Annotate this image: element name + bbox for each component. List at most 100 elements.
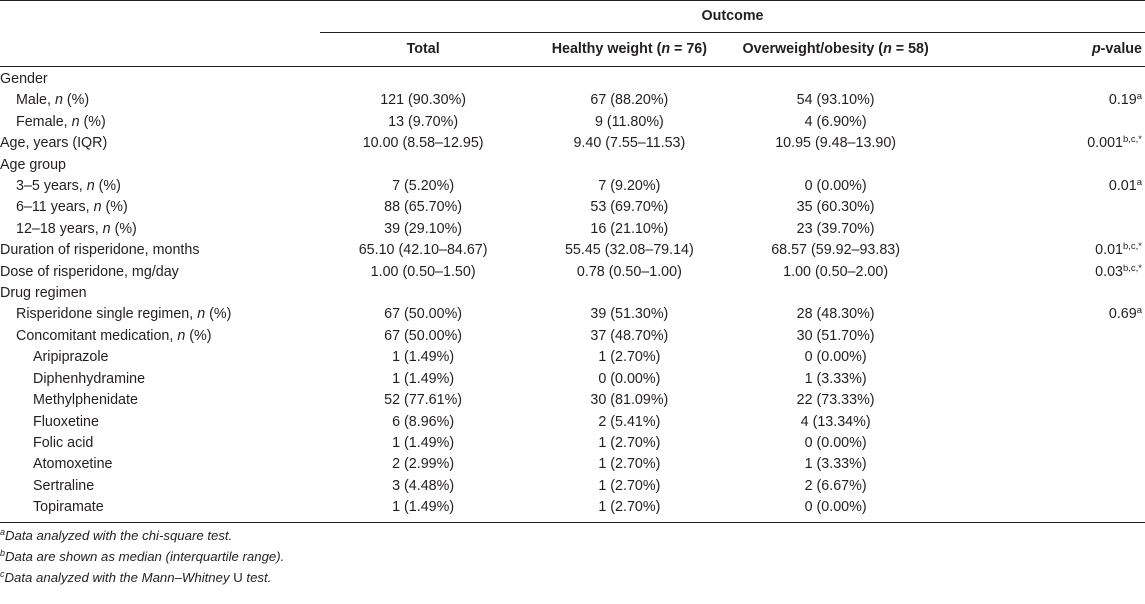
- row-label: Male, n (%): [16, 92, 90, 109]
- cell-overweight: 4 (13.34%): [800, 413, 871, 430]
- cell-total: 67 (50.00%): [384, 306, 463, 323]
- cell-overweight: [733, 67, 939, 91]
- cell-healthy: 1 (2.70%): [598, 434, 661, 451]
- row-label: 3–5 years, n (%): [16, 178, 121, 195]
- row-label: Concomitant medication, n (%): [16, 327, 212, 344]
- table-row: Sertraline 3 (4.48%) 1 (2.70%) 2 (6.67%): [0, 476, 1145, 497]
- header-healthy: Healthy weight (n = 76): [526, 32, 733, 67]
- cell-pvalue: 0.01a: [1108, 177, 1142, 195]
- footnotes: aData analyzed with the chi-square test.…: [0, 523, 1145, 588]
- row-label: Topiramate: [0, 497, 320, 524]
- row-label: Folic acid: [33, 434, 94, 451]
- cell-total: 1.00 (0.50–1.50): [370, 263, 476, 280]
- cell-overweight: 4 (6.90%): [804, 113, 867, 130]
- cell-healthy: [526, 283, 732, 304]
- cell-total: 121 (90.30%): [380, 92, 467, 109]
- cell-total: 10.00 (8.58–12.95): [362, 135, 484, 152]
- cell-healthy: 1 (2.70%): [598, 456, 661, 473]
- cell-overweight: 1 (3.33%): [804, 370, 867, 387]
- cell-overweight: 28 (48.30%): [796, 306, 875, 323]
- cell-overweight: 54 (93.10%): [796, 92, 875, 109]
- cell-total: 1 (1.49%): [392, 349, 455, 366]
- cell-pvalue: [939, 283, 1145, 304]
- cell-pvalue: 0.03b,c,*: [1095, 262, 1142, 280]
- cell-healthy: 0.78 (0.50–1.00): [576, 263, 682, 280]
- cell-total: [320, 155, 526, 176]
- row-label: Fluoxetine: [33, 413, 99, 430]
- cell-healthy: 37 (48.70%): [590, 327, 669, 344]
- table-row: Age group: [0, 155, 1145, 176]
- cell-overweight: 22 (73.33%): [796, 392, 875, 409]
- row-label: Dose of risperidone, mg/day: [0, 263, 179, 280]
- cell-pvalue: [939, 369, 1145, 390]
- table-row: Methylphenidate 52 (77.61%) 30 (81.09%) 22 …: [0, 390, 1145, 411]
- cell-total: 67 (50.00%): [384, 327, 463, 344]
- cell-overweight: 68.57 (59.92–93.83): [771, 242, 901, 259]
- cell-healthy: [526, 67, 732, 91]
- cell-healthy: 1 (2.70%): [598, 349, 661, 366]
- cell-overweight: [733, 283, 939, 304]
- cell-overweight: 0 (0.00%): [804, 434, 867, 451]
- cell-pvalue: [939, 433, 1145, 454]
- cell-pvalue: [939, 476, 1145, 497]
- header-overweight: Overweight/obesity (n = 58): [732, 32, 939, 67]
- table-row: Atomoxetine 2 (2.99%) 1 (2.70%) 1 (3.33%): [0, 454, 1145, 475]
- cell-overweight: 23 (39.70%): [796, 220, 875, 237]
- cell-healthy: 55.45 (32.08–79.14): [564, 242, 694, 259]
- header-blank: [0, 1, 320, 33]
- row-label: Diphenhydramine: [33, 370, 146, 387]
- table-row: 6–11 years, n (%) 88 (65.70%) 53 (69.70%) 3…: [0, 197, 1145, 218]
- cell-healthy: 1 (2.70%): [598, 477, 661, 494]
- table-row: Age, years (IQR) 10.00 (8.58–12.95) 9.40 (…: [0, 133, 1145, 154]
- table-row: Dose of risperidone, mg/day 1.00 (0.50–1.…: [0, 262, 1145, 283]
- table-row: Male, n (%) 121 (90.30%) 67 (88.20%) 54 (93…: [0, 90, 1145, 111]
- cell-pvalue: [939, 219, 1145, 240]
- cell-total: 2 (2.99%): [392, 456, 455, 473]
- row-label: Gender: [0, 71, 48, 87]
- cell-healthy: 0 (0.00%): [598, 370, 661, 387]
- cell-total: 6 (8.96%): [392, 413, 455, 430]
- footnote: bData are shown as median (interquartile…: [0, 548, 285, 565]
- row-label: Age group: [0, 156, 66, 173]
- cell-total: 39 (29.10%): [384, 220, 463, 237]
- cell-pvalue: [939, 67, 1145, 91]
- cell-total: 88 (65.70%): [384, 199, 463, 216]
- row-label: Atomoxetine: [33, 456, 113, 473]
- cell-pvalue: [939, 155, 1145, 176]
- cell-pvalue: 0.19a: [1108, 91, 1142, 109]
- cell-total: [320, 67, 526, 91]
- footnote: aData analyzed with the chi-square test.: [0, 527, 233, 544]
- cell-pvalue: [939, 454, 1145, 475]
- cell-total: 1 (1.49%): [320, 497, 527, 524]
- cell-overweight: 1.00 (0.50–2.00): [783, 263, 889, 280]
- cell-pvalue: [938, 497, 1145, 524]
- cell-healthy: 30 (81.09%): [590, 392, 669, 409]
- cell-pvalue: [939, 412, 1145, 433]
- row-label: Duration of risperidone, months: [0, 242, 200, 259]
- cell-overweight: 1 (3.33%): [804, 456, 867, 473]
- table-row: Fluoxetine 6 (8.96%) 2 (5.41%) 4 (13.34%): [0, 412, 1145, 433]
- table-row: Topiramate 1 (1.49%) 1 (2.70%) 0 (0.00%): [0, 497, 1145, 524]
- table-row: Diphenhydramine 1 (1.49%) 0 (0.00%) 1 (3.33…: [0, 369, 1145, 390]
- cell-overweight: 0 (0.00%): [804, 178, 867, 195]
- table-row: 3–5 years, n (%) 7 (5.20%) 7 (9.20%) 0 (0.0…: [0, 176, 1145, 197]
- cell-overweight: 0 (0.00%): [732, 497, 939, 524]
- cell-overweight: 35 (60.30%): [796, 199, 875, 216]
- cell-pvalue: 0.69a: [1108, 305, 1142, 323]
- footnote: cData analyzed with the Mann–Whitney U t…: [0, 569, 272, 586]
- row-label: Age, years (IQR): [0, 135, 108, 152]
- cell-total: [320, 283, 526, 304]
- table-row: Gender: [0, 67, 1145, 91]
- row-label: 6–11 years, n (%): [16, 199, 128, 216]
- column-header-row: Total Healthy weight (n = 76) Overweight…: [0, 32, 1145, 67]
- header-variable: [0, 32, 320, 67]
- cell-healthy: 53 (69.70%): [590, 199, 669, 216]
- cell-healthy: 9 (11.80%): [594, 113, 664, 130]
- cell-total: 65.10 (42.10–84.67): [358, 242, 488, 259]
- cell-total: 1 (1.49%): [392, 370, 455, 387]
- cell-pvalue: 0.001b,c,*: [1087, 134, 1142, 152]
- table-row: Aripiprazole 1 (1.49%) 1 (2.70%) 0 (0.00%): [0, 347, 1145, 368]
- table-row: Female, n (%) 13 (9.70%) 9 (11.80%) 4 (6.90…: [0, 112, 1145, 133]
- row-label: Drug regimen: [0, 285, 87, 302]
